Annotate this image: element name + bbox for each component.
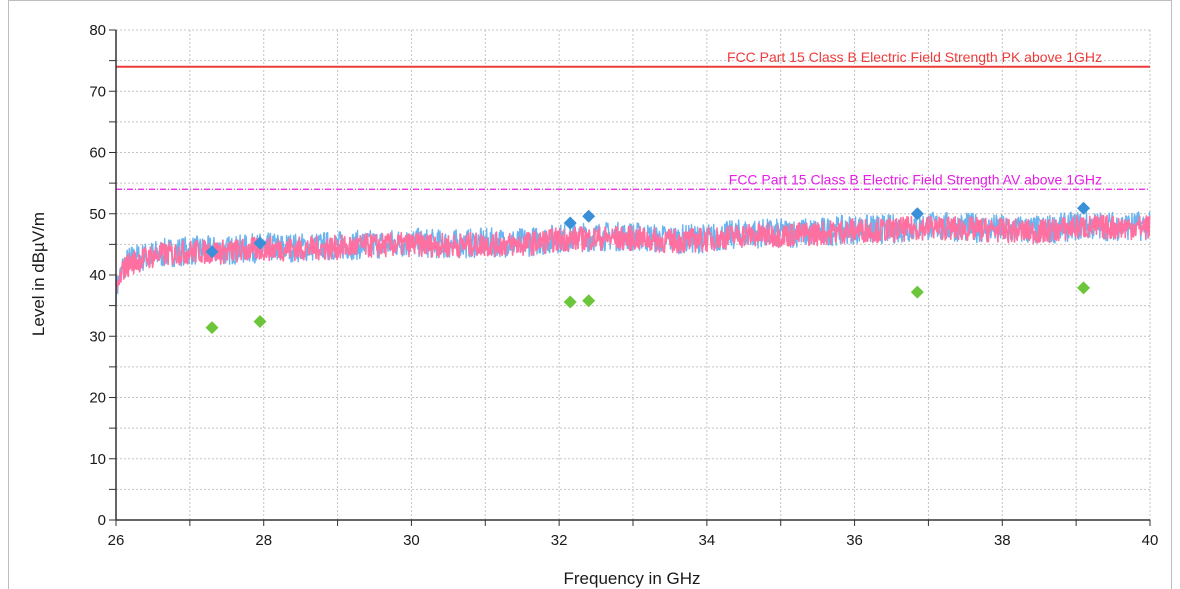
data-point — [910, 207, 924, 221]
data-point — [1077, 201, 1091, 215]
x-tick-label: 40 — [1142, 532, 1159, 549]
limit-label: FCC Part 15 Class B Electric Field Stren… — [727, 49, 1102, 65]
trace-line — [115, 214, 1151, 293]
x-tick-label: 36 — [846, 532, 863, 549]
x-tick-label: 30 — [403, 532, 420, 549]
y-tick-label: 70 — [89, 83, 106, 100]
grid — [115, 29, 1151, 521]
data-point — [582, 294, 596, 308]
x-tick-label: 28 — [255, 532, 272, 549]
x-tick-label: 32 — [551, 532, 568, 549]
axes: 0 10 20 30 40 50 60 70 80 26 28 30 32 34 36 38 40 — [89, 22, 1158, 549]
data-point — [563, 216, 577, 230]
traces — [115, 211, 1151, 306]
data-point — [205, 245, 219, 259]
data-point — [205, 321, 219, 335]
y-tick-label: 0 — [98, 512, 106, 529]
y-tick-label: 10 — [89, 451, 106, 468]
x-axis-title: Frequency in GHz — [564, 569, 701, 588]
y-tick-label: 80 — [89, 22, 106, 39]
x-tick-label: 38 — [994, 532, 1011, 549]
y-axis-title: Level in dBµV/m — [29, 212, 48, 336]
y-tick-label: 20 — [89, 390, 106, 407]
limit-lines: FCC Part 15 Class B Electric Field Stren… — [116, 49, 1150, 190]
y-tick-label: 30 — [89, 328, 106, 345]
limit-label: FCC Part 15 Class B Electric Field Stren… — [729, 171, 1102, 187]
data-point — [253, 315, 267, 329]
y-tick-label: 50 — [89, 206, 106, 223]
data-point — [1077, 281, 1091, 295]
y-tick-label: 40 — [89, 267, 106, 284]
data-point — [253, 236, 267, 250]
markers — [205, 201, 1091, 335]
y-tick-label: 60 — [89, 145, 106, 162]
chart-frame — [8, 0, 1172, 589]
data-point — [910, 285, 924, 299]
data-point — [563, 295, 577, 309]
data-point — [582, 209, 596, 223]
x-tick-label: 34 — [699, 532, 716, 549]
x-tick-label: 26 — [108, 532, 125, 549]
